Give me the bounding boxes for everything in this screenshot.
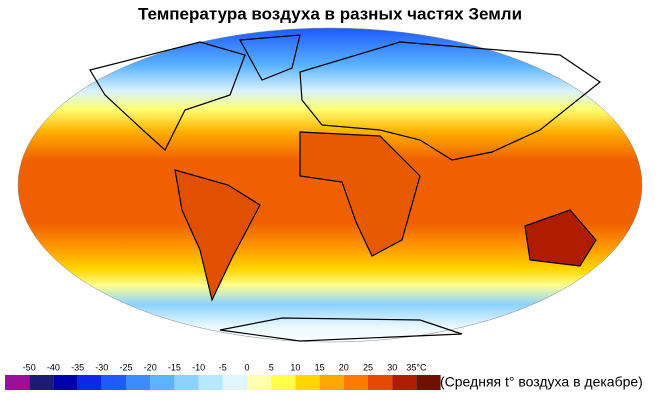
legend-swatch <box>5 375 30 390</box>
legend-tick-label: -50 <box>23 362 36 372</box>
legend-swatch <box>247 375 272 390</box>
legend-tick-label: 0 <box>244 362 249 372</box>
title: Температура воздуха в разных частях Земл… <box>138 4 522 23</box>
legend-swatch <box>77 375 102 390</box>
south-america <box>174 169 261 302</box>
legend-tick-label: -10 <box>192 362 205 372</box>
legend-swatch <box>319 375 344 390</box>
greenland <box>239 34 301 81</box>
north-america <box>89 41 246 151</box>
legend-swatch <box>198 375 223 390</box>
legend-tick-label: -15 <box>168 362 181 372</box>
legend: -50 -40 -35 -30 -25 -20 -15 -10 -5 0 5 10 15 20 25 30 35… <box>5 362 441 390</box>
legend-tick-label: -25 <box>119 362 132 372</box>
legend-swatch <box>368 375 393 390</box>
legend-swatch <box>295 375 320 390</box>
globe <box>17 27 643 343</box>
world-map <box>17 27 643 343</box>
legend-tick-label: -5 <box>219 362 227 372</box>
legend-swatch <box>271 375 296 390</box>
legend-swatch <box>416 375 441 390</box>
eurasia <box>299 41 602 161</box>
legend-swatch <box>150 375 175 390</box>
legend-tick-label: -30 <box>95 362 108 372</box>
legend-tick-label: 15 <box>315 362 325 372</box>
legend-swatch <box>53 375 78 390</box>
legend-swatch <box>29 375 54 390</box>
coastlines <box>89 34 602 342</box>
legend-tick-label: 25 <box>363 362 373 372</box>
legend-tick-label: 5 <box>269 362 274 372</box>
legend-tick-label: 30 <box>387 362 397 372</box>
legend-tick-label: 35°C <box>406 362 427 372</box>
australia <box>524 209 597 267</box>
legend-tick-label: 20 <box>339 362 349 372</box>
legend-swatch <box>126 375 151 390</box>
legend-tick-label: -35 <box>71 362 84 372</box>
legend-swatch <box>101 375 126 390</box>
legend-tick-label: -40 <box>47 362 60 372</box>
legend-swatch <box>343 375 368 390</box>
legend-swatch <box>222 375 247 390</box>
legend-swatch <box>174 375 199 390</box>
africa <box>299 131 421 257</box>
legend-caption: (Средняя t° воздуха в декабре) <box>440 374 643 390</box>
legend-swatch <box>392 375 417 390</box>
antarctica <box>219 317 463 342</box>
legend-tick-label: -20 <box>144 362 157 372</box>
legend-tick-label: 10 <box>290 362 300 372</box>
